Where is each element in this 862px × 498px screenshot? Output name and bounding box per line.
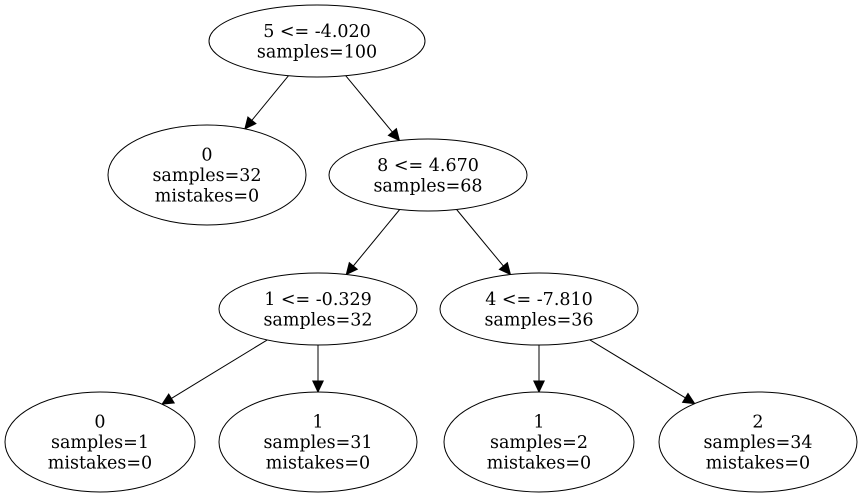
arrowhead-icon xyxy=(387,127,401,142)
arrowhead-icon xyxy=(161,393,176,405)
edge-n4-n7 xyxy=(533,345,545,394)
node-label-line: samples=31 xyxy=(263,433,372,453)
edge-n3-n5 xyxy=(161,339,268,405)
node-label-line: samples=32 xyxy=(152,166,261,186)
edge-n0-n2 xyxy=(345,75,401,142)
node-label-line: mistakes=0 xyxy=(706,454,810,474)
node-label-line: samples=1 xyxy=(51,433,149,453)
node-ellipse xyxy=(328,138,528,212)
arrowhead-icon xyxy=(345,261,359,276)
node-ellipse xyxy=(439,272,639,346)
node-label-line: mistakes=0 xyxy=(266,454,370,474)
edge-line xyxy=(345,75,393,133)
node-label-line: samples=32 xyxy=(263,310,372,330)
edge-n4-n8 xyxy=(589,339,696,405)
node-label-line: 5 <= -4.020 xyxy=(263,22,371,42)
node-label-line: samples=100 xyxy=(257,42,377,62)
node-label-line: samples=34 xyxy=(703,433,812,453)
node-label-line: 0 xyxy=(94,413,105,433)
node-ellipse xyxy=(208,4,426,78)
node-label-line: 0 xyxy=(201,146,212,166)
node-ellipse xyxy=(443,391,635,493)
edge-line xyxy=(456,209,504,267)
node-label-line: samples=36 xyxy=(484,310,593,330)
node-label-line: 1 xyxy=(312,413,323,433)
node-label-line: mistakes=0 xyxy=(155,187,259,207)
node-label-line: samples=2 xyxy=(490,433,588,453)
node-ellipse xyxy=(218,391,418,493)
node-label-line: mistakes=0 xyxy=(487,454,591,474)
node-label-line: 8 <= 4.670 xyxy=(377,156,479,176)
node-ellipse xyxy=(107,124,307,226)
arrowhead-icon xyxy=(533,380,545,394)
arrowhead-icon xyxy=(244,116,257,130)
edges xyxy=(161,75,696,405)
edge-n2-n3 xyxy=(345,209,401,276)
edge-n0-n1 xyxy=(244,75,289,130)
node-label-line: samples=68 xyxy=(373,176,482,196)
node-label-line: 1 <= -0.329 xyxy=(264,290,372,310)
edge-n2-n4 xyxy=(456,209,512,276)
node-label-line: 2 xyxy=(752,413,763,433)
arrowhead-icon xyxy=(312,380,324,394)
arrowhead-icon xyxy=(681,392,696,405)
node-label-line: mistakes=0 xyxy=(48,454,152,474)
edge-n3-n6 xyxy=(312,345,324,394)
node-ellipse xyxy=(658,391,858,493)
nodes: 5 <= -4.020samples=1000samples=32mistake… xyxy=(4,4,858,493)
edge-line xyxy=(352,209,401,267)
node-label-line: 1 xyxy=(533,413,544,433)
edge-line xyxy=(589,339,686,399)
edge-line xyxy=(171,339,268,399)
node-label-line: 4 <= -7.810 xyxy=(485,290,593,310)
edge-line xyxy=(251,75,289,121)
node-ellipse xyxy=(218,272,418,346)
node-ellipse xyxy=(4,391,196,493)
arrowhead-icon xyxy=(498,261,512,276)
